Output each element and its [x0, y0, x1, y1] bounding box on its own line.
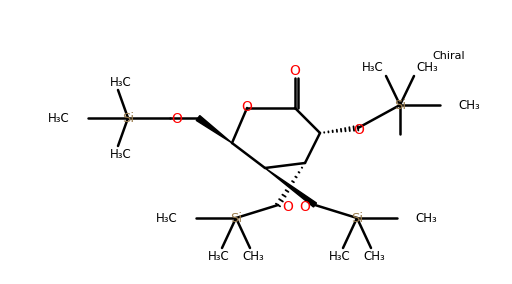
Text: H₃C: H₃C: [329, 250, 351, 264]
Text: O: O: [172, 112, 182, 126]
Text: O: O: [242, 100, 252, 114]
Text: Si: Si: [122, 112, 134, 124]
Text: O: O: [354, 123, 365, 137]
Text: H₃C: H₃C: [110, 147, 132, 160]
Text: Si: Si: [351, 212, 363, 224]
Text: H₃C: H₃C: [156, 212, 178, 224]
Text: CH₃: CH₃: [415, 212, 437, 224]
Text: O: O: [300, 200, 310, 214]
Polygon shape: [196, 116, 232, 143]
Text: Chiral: Chiral: [432, 51, 464, 61]
Text: Si: Si: [230, 212, 242, 224]
Text: H₃C: H₃C: [362, 60, 384, 74]
Text: O: O: [283, 200, 293, 214]
Text: O: O: [290, 64, 301, 78]
Polygon shape: [265, 168, 316, 207]
Text: CH₃: CH₃: [416, 60, 438, 74]
Text: H₃C: H₃C: [208, 250, 230, 264]
Text: H₃C: H₃C: [110, 76, 132, 89]
Text: Si: Si: [394, 99, 406, 112]
Text: CH₃: CH₃: [363, 250, 385, 264]
Text: CH₃: CH₃: [458, 99, 480, 112]
Text: H₃C: H₃C: [48, 112, 70, 124]
Text: CH₃: CH₃: [242, 250, 264, 264]
